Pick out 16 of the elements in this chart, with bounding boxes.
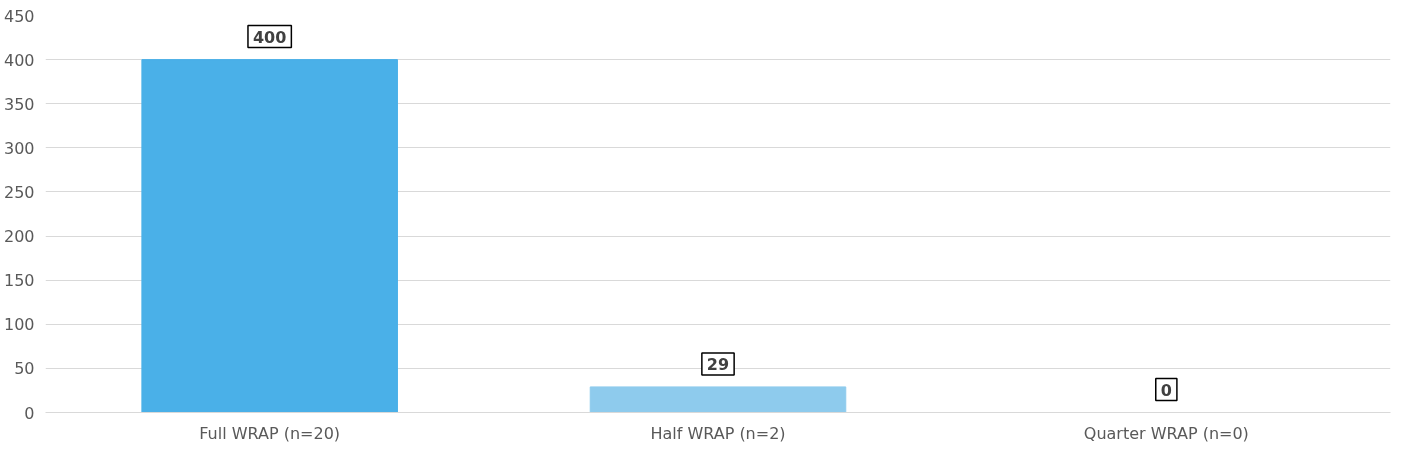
x-tick-label: Quarter WRAP (n=0) — [1083, 423, 1249, 443]
y-tick-label: 200 — [3, 227, 35, 247]
y-tick-label: 50 — [14, 359, 35, 379]
x-tick-label: Half WRAP (n=2) — [650, 423, 786, 443]
data-label: 400 — [252, 27, 287, 47]
data-label: 29 — [706, 354, 730, 374]
y-tick-label: 350 — [3, 94, 35, 114]
y-tick-label: 400 — [3, 50, 35, 70]
y-tick-label: 100 — [3, 315, 35, 335]
y-tick-label: 250 — [3, 182, 35, 202]
y-tick-label: 450 — [3, 6, 35, 26]
y-tick-label: 300 — [3, 138, 35, 158]
data-label: 0 — [1160, 380, 1172, 400]
y-tick-label: 150 — [3, 271, 35, 291]
y-tick-label: 0 — [24, 403, 35, 423]
x-tick-label: Full WRAP (n=20) — [199, 423, 341, 443]
